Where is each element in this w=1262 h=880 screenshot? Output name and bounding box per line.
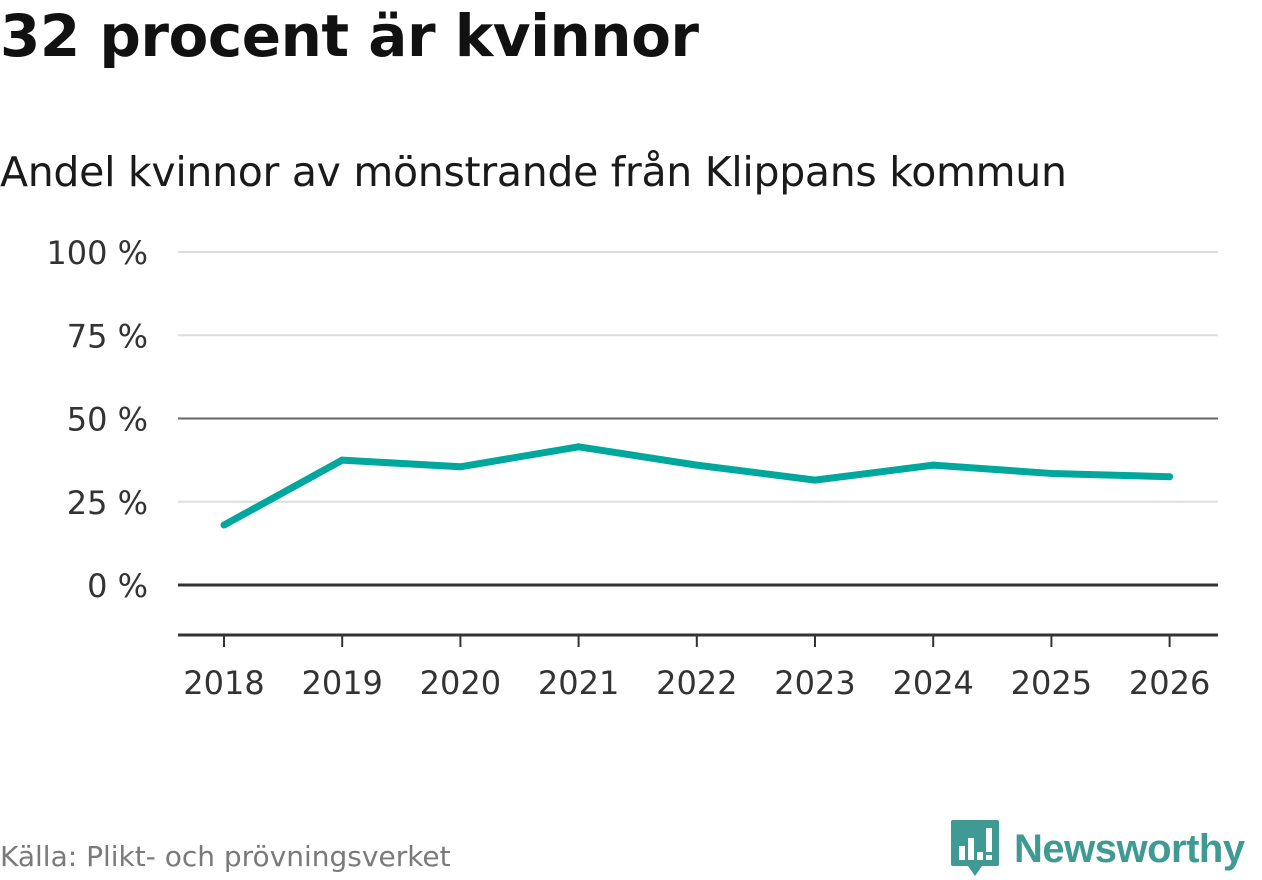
- x-tick-label: 2021: [538, 664, 619, 702]
- bar-chart-speech-bubble-icon: [951, 820, 999, 876]
- x-axis: 2018 2019 2020 2021 2022 2023 2024 2025 2026: [178, 633, 1218, 702]
- series-layer: [220, 443, 1174, 529]
- data-point-2020: [456, 463, 464, 471]
- chart-headline: 32 procent är kvinnor: [0, 2, 699, 70]
- data-point-2021: [575, 443, 583, 451]
- x-tick-label: 2026: [1129, 664, 1210, 702]
- gridlines: [178, 251, 1218, 587]
- data-point-2019: [338, 456, 346, 464]
- x-tick-label: 2025: [1011, 664, 1092, 702]
- y-tick-label: 100 %: [46, 234, 148, 272]
- x-tick-label: 2020: [420, 664, 501, 702]
- y-tick-label: 75 %: [67, 317, 148, 355]
- data-point-2025: [1047, 469, 1055, 477]
- x-tick-label: 2023: [774, 664, 855, 702]
- x-tick-label: 2019: [301, 664, 382, 702]
- source-note: Källa: Plikt- och prövningsverket: [0, 840, 451, 873]
- data-point-2023: [811, 476, 819, 484]
- chart-title: Andel kvinnor av mönstrande från Klippan…: [0, 148, 1067, 196]
- y-tick-label: 0 %: [87, 567, 148, 605]
- data-point-2026: [1166, 473, 1174, 481]
- data-point-2018: [220, 521, 228, 529]
- y-tick-label: 25 %: [67, 484, 148, 522]
- x-tick-label: 2024: [892, 664, 973, 702]
- data-point-2024: [929, 461, 937, 469]
- newsworthy-logo: Newsworthy: [950, 818, 1245, 880]
- brand-name: Newsworthy: [1014, 826, 1245, 871]
- series-line: [222, 443, 1170, 529]
- x-tick-label: 2018: [183, 664, 264, 702]
- data-point-2022: [693, 461, 701, 469]
- x-tick-label: 2022: [656, 664, 737, 702]
- y-axis-tick-labels: 100 % 75 % 50 % 25 % 0 %: [46, 234, 148, 605]
- y-tick-label: 50 %: [67, 401, 148, 439]
